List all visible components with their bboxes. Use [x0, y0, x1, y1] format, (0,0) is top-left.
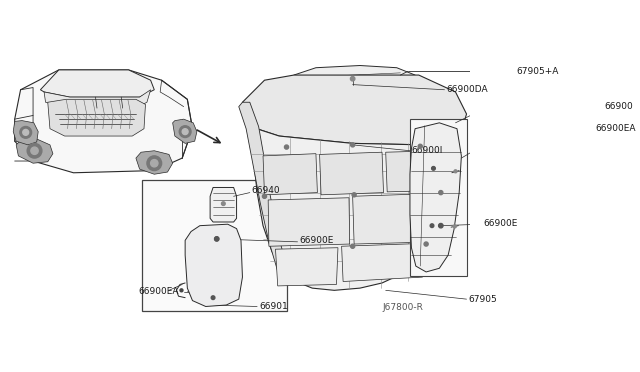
- Polygon shape: [15, 70, 193, 173]
- FancyBboxPatch shape: [142, 180, 287, 311]
- Text: J67800-R: J67800-R: [382, 303, 423, 312]
- Polygon shape: [210, 187, 237, 222]
- Polygon shape: [48, 99, 145, 136]
- Circle shape: [211, 296, 215, 299]
- Circle shape: [284, 145, 289, 149]
- Circle shape: [150, 160, 158, 167]
- Circle shape: [430, 224, 434, 228]
- Circle shape: [147, 156, 162, 171]
- Circle shape: [418, 144, 422, 148]
- Polygon shape: [44, 90, 150, 108]
- Polygon shape: [268, 198, 349, 246]
- Polygon shape: [410, 123, 461, 272]
- Circle shape: [182, 129, 188, 135]
- Text: 67905+A: 67905+A: [516, 67, 559, 76]
- Circle shape: [431, 167, 435, 170]
- Polygon shape: [386, 151, 441, 192]
- Circle shape: [221, 202, 225, 205]
- Circle shape: [179, 126, 191, 138]
- Circle shape: [352, 193, 356, 197]
- Circle shape: [214, 237, 219, 241]
- Text: 66900E: 66900E: [483, 219, 518, 228]
- Circle shape: [262, 194, 266, 198]
- Text: 66901: 66901: [259, 302, 288, 311]
- Circle shape: [23, 129, 29, 135]
- Polygon shape: [13, 121, 38, 145]
- Circle shape: [180, 289, 183, 292]
- Text: 66900EA: 66900EA: [595, 124, 636, 133]
- Polygon shape: [410, 119, 467, 276]
- Polygon shape: [294, 65, 415, 92]
- Polygon shape: [243, 102, 448, 290]
- Text: 66900I: 66900I: [412, 146, 443, 155]
- Polygon shape: [136, 151, 173, 174]
- Circle shape: [351, 143, 355, 147]
- Text: 66900EA: 66900EA: [138, 287, 179, 296]
- Circle shape: [351, 77, 355, 81]
- Text: 66900: 66900: [605, 102, 634, 111]
- Text: 66900DA: 66900DA: [447, 85, 488, 94]
- Text: 67905: 67905: [468, 295, 497, 304]
- Circle shape: [351, 244, 355, 248]
- Polygon shape: [353, 193, 439, 244]
- Polygon shape: [263, 154, 317, 195]
- Polygon shape: [342, 243, 426, 282]
- Circle shape: [215, 237, 219, 241]
- Polygon shape: [185, 224, 243, 307]
- Polygon shape: [40, 70, 154, 97]
- Circle shape: [20, 126, 31, 138]
- Text: 66940: 66940: [252, 186, 280, 195]
- Circle shape: [438, 224, 443, 228]
- Polygon shape: [16, 139, 53, 163]
- Polygon shape: [239, 102, 294, 283]
- Circle shape: [454, 170, 457, 173]
- Circle shape: [439, 190, 443, 195]
- Circle shape: [453, 225, 456, 228]
- Polygon shape: [319, 152, 383, 195]
- Polygon shape: [275, 248, 338, 286]
- Polygon shape: [243, 75, 467, 145]
- Circle shape: [27, 143, 42, 158]
- Text: 66900E: 66900E: [300, 236, 334, 245]
- Circle shape: [424, 242, 428, 246]
- Polygon shape: [173, 119, 197, 143]
- Circle shape: [31, 147, 38, 154]
